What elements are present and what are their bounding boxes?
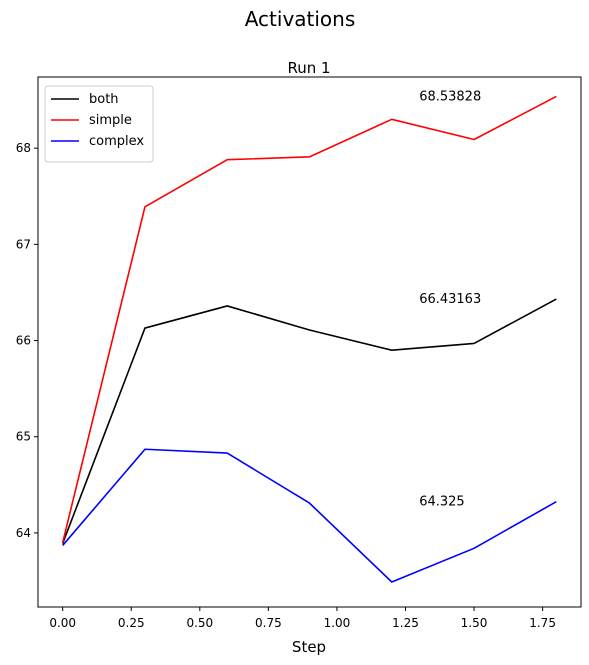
y-tick-label: 66 [16,334,31,348]
plot-area: 68.53828 66.43163 64.325 [61,89,557,583]
y-tick-label: 65 [16,430,31,444]
series-line-simple [61,95,557,543]
legend-label-simple: simple [89,113,132,128]
x-tick-label: 1.75 [529,616,556,630]
x-tick-label: 0.00 [49,616,76,630]
x-tick-label: 0.25 [118,616,145,630]
x-tick-label: 1.00 [324,616,351,630]
x-axis: 0.00 0.25 0.50 0.75 1.00 1.25 1.50 1.75 [49,607,556,630]
value-annotation: 68.53828 [419,89,481,104]
value-annotation: 66.43163 [419,292,481,307]
chart-title: Run 1 [287,59,330,77]
legend-label-complex: complex [89,134,144,149]
y-tick-label: 67 [16,237,31,251]
legend: both simple complex [44,85,154,163]
series-line-both [61,298,557,544]
y-tick-label: 64 [16,526,31,540]
x-tick-label: 1.50 [461,616,488,630]
series-line-complex [62,448,557,583]
x-tick-label: 0.50 [186,616,213,630]
x-axis-label: Step [292,638,326,656]
legend-label-both: both [89,92,119,107]
x-tick-label: 1.25 [392,616,419,630]
y-tick-label: 68 [16,141,31,155]
x-tick-label: 0.75 [255,616,282,630]
y-axis: 64 65 66 67 68 [16,141,38,540]
figure-suptitle: Activations [245,7,356,31]
plot-frame [37,76,582,608]
legend-box [44,85,154,163]
value-annotation: 64.325 [419,495,465,510]
